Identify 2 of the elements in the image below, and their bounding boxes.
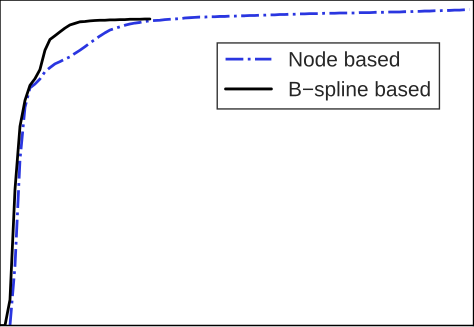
legend-label: B−spline based (290, 81, 430, 101)
legend-label: Node based (290, 51, 400, 67)
